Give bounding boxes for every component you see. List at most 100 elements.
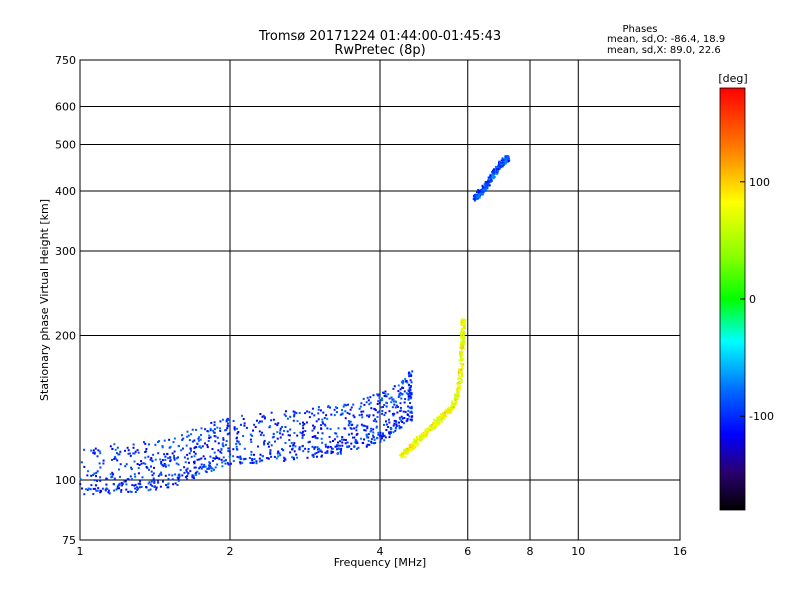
- echo-point: [283, 429, 285, 432]
- echo-point: [92, 449, 95, 452]
- echo-point: [147, 489, 150, 492]
- echo-point: [372, 442, 375, 445]
- echo-point: [179, 469, 182, 471]
- echo-point: [392, 400, 395, 403]
- echo-point: [388, 433, 391, 436]
- echo-point: [329, 445, 332, 448]
- echo-point: [99, 491, 102, 494]
- echo-point: [457, 370, 460, 373]
- echo-point: [205, 471, 208, 473]
- echo-point: [409, 379, 412, 382]
- echo-point: [398, 426, 401, 429]
- echo-point: [491, 170, 494, 173]
- echo-point: [119, 463, 122, 466]
- echo-point: [353, 436, 356, 439]
- echo-point: [461, 340, 464, 343]
- echo-point: [477, 191, 480, 193]
- echo-point: [315, 452, 318, 454]
- echo-point: [348, 412, 351, 415]
- echo-point: [312, 455, 315, 458]
- echo-point: [410, 373, 413, 376]
- echo-point: [312, 453, 315, 456]
- x-tick-label: 1: [77, 545, 84, 558]
- echo-point: [462, 327, 465, 330]
- echo-point: [327, 406, 329, 409]
- echo-point: [125, 483, 128, 486]
- echo-point: [409, 394, 412, 397]
- echo-point: [479, 194, 481, 197]
- echo-point: [459, 355, 462, 358]
- echo-point: [429, 427, 432, 430]
- echo-point: [392, 431, 395, 434]
- echo-point: [207, 467, 210, 470]
- echo-point: [111, 448, 114, 450]
- echo-point: [421, 438, 424, 441]
- echo-point: [395, 425, 398, 427]
- echo-point: [339, 452, 342, 455]
- echo-point: [507, 157, 510, 160]
- echo-point: [378, 402, 381, 404]
- echo-point: [120, 481, 123, 484]
- chart-title: Tromsø 20171224 01:44:00-01:45:43: [258, 29, 501, 44]
- echo-point: [80, 461, 83, 464]
- echo-point: [450, 404, 453, 407]
- echo-point: [243, 447, 246, 450]
- echo-point: [456, 396, 459, 399]
- echo-point: [435, 420, 438, 423]
- echo-point: [147, 455, 150, 458]
- echo-point: [398, 427, 401, 430]
- echo-point: [416, 437, 418, 440]
- echo-point: [457, 387, 460, 390]
- echo-point: [457, 377, 460, 380]
- echo-point: [506, 160, 509, 163]
- echo-point: [441, 416, 444, 419]
- echo-point: [145, 448, 148, 450]
- echo-point: [326, 417, 329, 420]
- echo-point: [95, 475, 97, 478]
- echo-point: [417, 437, 420, 440]
- echo-point: [313, 447, 316, 450]
- echo-point: [239, 458, 242, 460]
- echo-point: [340, 438, 343, 441]
- echo-point: [302, 421, 304, 424]
- echo-point: [97, 487, 100, 490]
- echo-point: [461, 332, 464, 335]
- echo-point: [298, 412, 301, 414]
- echo-point: [204, 457, 207, 460]
- echo-point: [355, 433, 358, 436]
- echo-point: [267, 445, 270, 448]
- echo-point: [316, 455, 318, 458]
- echo-point: [173, 454, 175, 457]
- echo-point: [118, 482, 121, 485]
- echo-point: [484, 184, 487, 187]
- echo-point: [494, 168, 497, 170]
- echo-point: [216, 463, 219, 466]
- echo-point: [172, 441, 175, 444]
- echo-point: [175, 462, 178, 465]
- echo-point: [381, 435, 384, 438]
- echo-point: [272, 432, 275, 435]
- echo-point: [200, 446, 202, 449]
- echo-point: [372, 428, 375, 431]
- echo-point: [211, 448, 214, 450]
- echo-point: [374, 418, 377, 421]
- echo-point: [261, 415, 264, 418]
- echo-point: [459, 357, 462, 359]
- echo-point: [498, 161, 500, 164]
- echo-point: [411, 444, 414, 447]
- echo-point: [148, 481, 151, 484]
- echo-point: [319, 409, 322, 412]
- echo-point: [395, 400, 398, 403]
- echo-point: [168, 438, 171, 441]
- echo-point: [459, 362, 462, 365]
- echo-point: [317, 418, 320, 421]
- echo-point: [410, 391, 413, 394]
- echo-point: [173, 437, 176, 440]
- echo-point: [321, 441, 324, 444]
- echo-point: [502, 163, 505, 166]
- echo-point: [455, 400, 458, 403]
- echo-point: [263, 416, 266, 419]
- echo-point: [408, 390, 411, 393]
- echo-point: [317, 406, 320, 409]
- echo-point: [294, 411, 297, 414]
